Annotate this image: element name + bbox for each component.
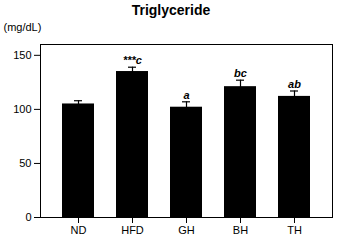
svg-text:BH: BH [233, 224, 248, 236]
svg-text:HFD: HFD [121, 224, 144, 236]
svg-text:GH: GH [178, 224, 195, 236]
svg-text:bc: bc [234, 67, 247, 79]
svg-text:***c: ***c [123, 54, 142, 66]
svg-text:(mg/dL): (mg/dL) [4, 21, 42, 33]
svg-text:ND: ND [71, 224, 87, 236]
svg-text:0: 0 [25, 211, 31, 223]
svg-text:ab: ab [288, 78, 301, 90]
html-text:Triglyceride: Triglyceride [131, 2, 211, 18]
svg-text:150: 150 [13, 49, 31, 61]
svg-text:TH: TH [287, 224, 302, 236]
svg-text:a: a [183, 89, 189, 101]
svg-text:100: 100 [13, 103, 31, 115]
svg-text:50: 50 [19, 157, 31, 169]
